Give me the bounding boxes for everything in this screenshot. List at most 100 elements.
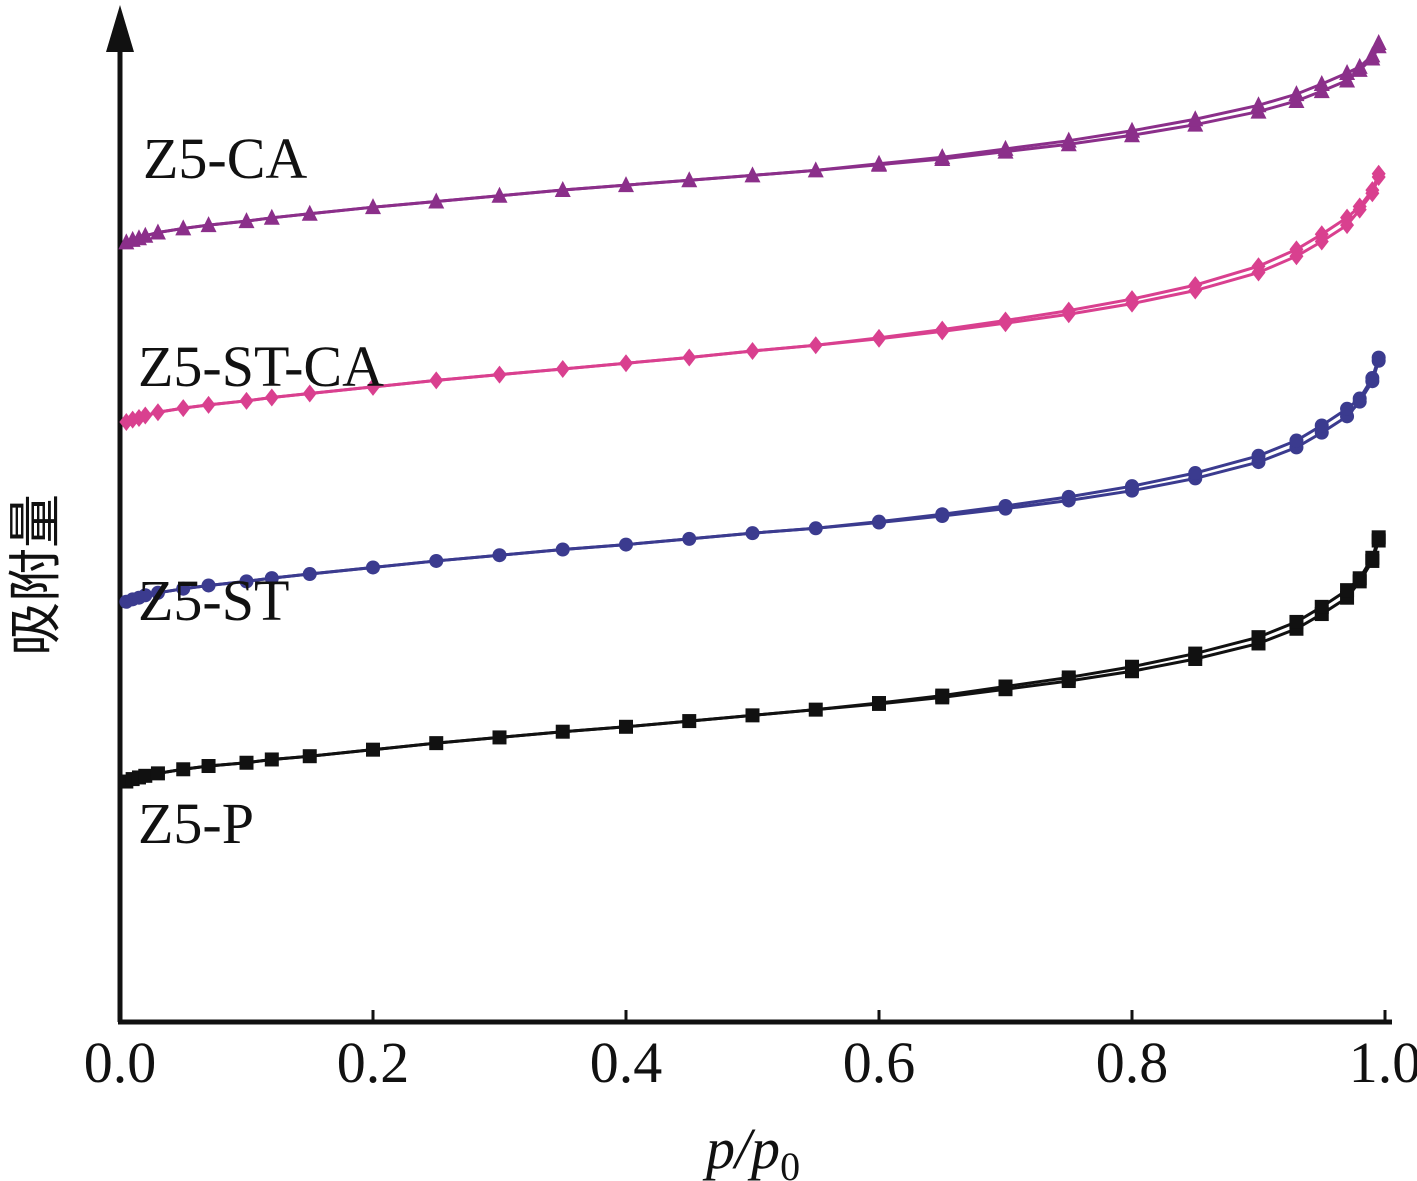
data-point (618, 176, 634, 193)
data-point (239, 391, 254, 410)
data-point (429, 736, 444, 751)
series-z5-st (119, 350, 1386, 609)
data-point (1251, 448, 1266, 463)
data-point (807, 161, 824, 178)
series-label: Z5-ST (138, 568, 289, 633)
x-axis-label-main: p/p (702, 1116, 780, 1181)
data-point (175, 219, 192, 236)
data-point (1060, 131, 1077, 148)
data-point (176, 762, 191, 777)
data-point (201, 395, 216, 414)
data-point (366, 560, 380, 575)
data-point (997, 139, 1014, 156)
data-point (1125, 290, 1139, 309)
data-point (934, 148, 951, 165)
data-point (871, 154, 887, 171)
x-tick-label: 0.4 (590, 1030, 663, 1095)
y-axis-label: 吸附量 (4, 494, 67, 656)
data-point (366, 377, 380, 396)
series-z5-ca (118, 34, 1387, 250)
data-point (872, 328, 886, 347)
data-point (745, 341, 760, 360)
series-label: Z5-ST-CA (138, 334, 384, 399)
data-point (1125, 479, 1139, 494)
data-point (150, 585, 165, 600)
data-point (302, 567, 317, 582)
series-line-desorption (125, 42, 1381, 244)
data-point (1251, 257, 1266, 276)
data-point (1365, 371, 1380, 386)
data-point (1289, 433, 1304, 448)
data-point (263, 208, 280, 225)
data-point (264, 571, 279, 586)
data-point (1289, 240, 1304, 259)
x-tick-label: 0.8 (1096, 1030, 1169, 1095)
data-point (1352, 571, 1367, 586)
data-point (138, 768, 153, 783)
data-point (492, 548, 507, 563)
data-point (872, 696, 886, 711)
x-tick-label: 0.6 (843, 1030, 916, 1095)
series-group (118, 34, 1387, 789)
data-point (1314, 418, 1329, 433)
data-point (1314, 599, 1329, 614)
data-point (150, 766, 165, 781)
data-point (1061, 301, 1076, 320)
data-point (429, 371, 444, 390)
data-point (745, 708, 760, 723)
data-point (264, 752, 279, 767)
data-point (1124, 121, 1140, 138)
data-point (1188, 276, 1203, 295)
data-point (176, 399, 191, 418)
data-point (1370, 34, 1387, 51)
y-axis-arrow (106, 5, 134, 52)
data-point (619, 354, 633, 373)
data-point (201, 578, 216, 593)
data-point (1250, 96, 1267, 113)
data-point (1351, 57, 1368, 74)
data-point (429, 553, 444, 568)
data-point (302, 384, 317, 403)
data-point (555, 359, 570, 378)
data-point (201, 759, 216, 774)
x-axis-label: p/p0 (702, 1116, 800, 1181)
data-point (176, 581, 191, 596)
data-point (619, 537, 633, 552)
data-point (1364, 46, 1381, 63)
series-labels: Z5-P Z5-ST Z5-ST-CA Z5-CA (138, 126, 384, 856)
data-point (554, 181, 571, 198)
data-point (428, 192, 445, 209)
data-point (808, 336, 823, 355)
data-point (1125, 659, 1139, 674)
data-point (366, 742, 380, 757)
data-point (239, 574, 254, 589)
data-point (682, 348, 697, 367)
data-point (998, 498, 1013, 513)
data-point (1371, 530, 1386, 545)
data-point (555, 724, 570, 739)
data-point (619, 719, 633, 734)
series-z5-st-ca (119, 164, 1386, 432)
data-point (935, 507, 950, 522)
data-point (1339, 63, 1356, 80)
data-point (200, 216, 217, 233)
data-point (1313, 74, 1330, 91)
data-point (744, 166, 761, 183)
data-point (1371, 164, 1386, 183)
x-tick-label: 1.0 (1349, 1030, 1417, 1095)
data-point (682, 714, 697, 729)
data-point (1289, 614, 1304, 629)
data-point (745, 526, 760, 541)
data-point (1340, 208, 1355, 227)
data-point (682, 531, 697, 546)
data-point (149, 223, 166, 240)
data-point (1314, 225, 1329, 244)
data-point (1188, 646, 1203, 661)
x-tick-label: 0.2 (337, 1030, 410, 1095)
data-point (491, 186, 508, 203)
data-point (137, 226, 154, 243)
series-label: Z5-CA (143, 126, 307, 191)
x-tick-label: 0.0 (84, 1030, 157, 1095)
data-point (1061, 489, 1076, 504)
data-point (872, 514, 886, 529)
